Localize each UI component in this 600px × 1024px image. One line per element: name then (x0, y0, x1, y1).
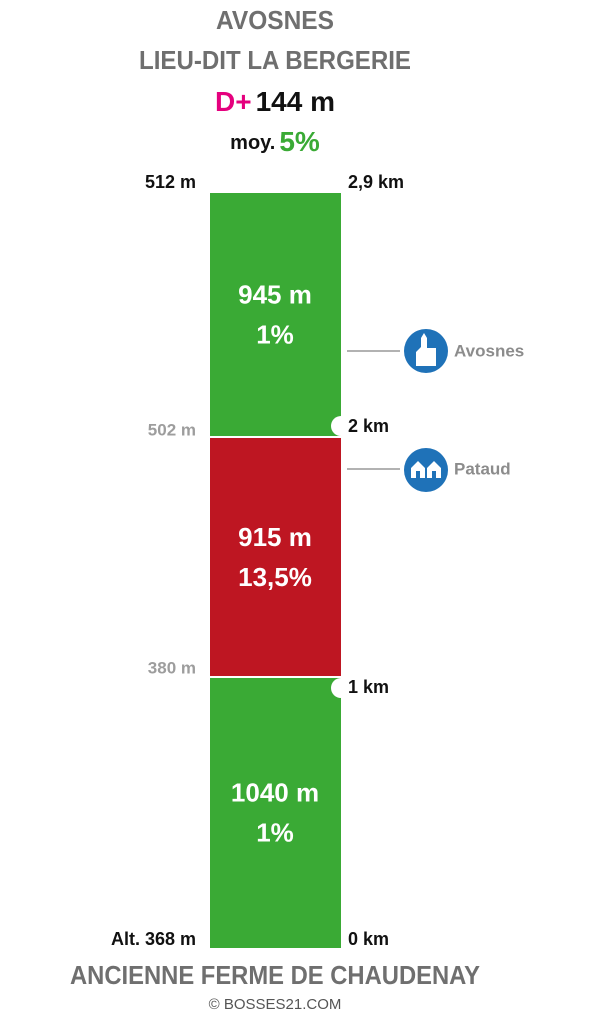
start-name: ANCIENNE FERME DE CHAUDENAY (70, 960, 480, 990)
gain-value: 144 m (256, 86, 335, 117)
notch (331, 416, 351, 436)
segment-grade: 1% (256, 817, 294, 847)
place-label: Pataud (454, 459, 511, 478)
segment-grade: 13,5% (238, 562, 312, 592)
segment (210, 437, 341, 677)
segment (210, 677, 341, 948)
avg-label: moy. (230, 132, 275, 154)
segment-grade: 1% (256, 319, 294, 349)
distance-label: 2,9 km (348, 172, 404, 192)
distance-label: 1 km (348, 677, 389, 697)
houses-icon (404, 448, 448, 492)
distance-label: 0 km (348, 929, 389, 949)
segment (210, 192, 341, 437)
altitude-label: 502 m (148, 420, 196, 439)
notch (331, 678, 351, 698)
altitude-label: 380 m (148, 658, 196, 677)
subtitle: LIEU-DIT LA BERGERIE (139, 45, 411, 75)
gain-label: D+ (215, 86, 252, 117)
distance-label: 2 km (348, 416, 389, 436)
segment-length: 915 m (238, 522, 312, 552)
avg-value: 5% (279, 126, 320, 157)
place-label: Avosnes (454, 341, 524, 360)
elevation-gain: D+ 144 m (215, 86, 335, 117)
title: AVOSNES (216, 5, 334, 35)
credit: © BOSSES21.COM (209, 996, 342, 1013)
altitude-label: Alt. 368 m (111, 929, 196, 949)
church-icon (404, 329, 448, 373)
segment-length: 945 m (238, 279, 312, 309)
segment-length: 1040 m (231, 777, 319, 807)
average-grade: moy. 5% (230, 126, 320, 157)
altitude-label: 512 m (145, 172, 196, 192)
